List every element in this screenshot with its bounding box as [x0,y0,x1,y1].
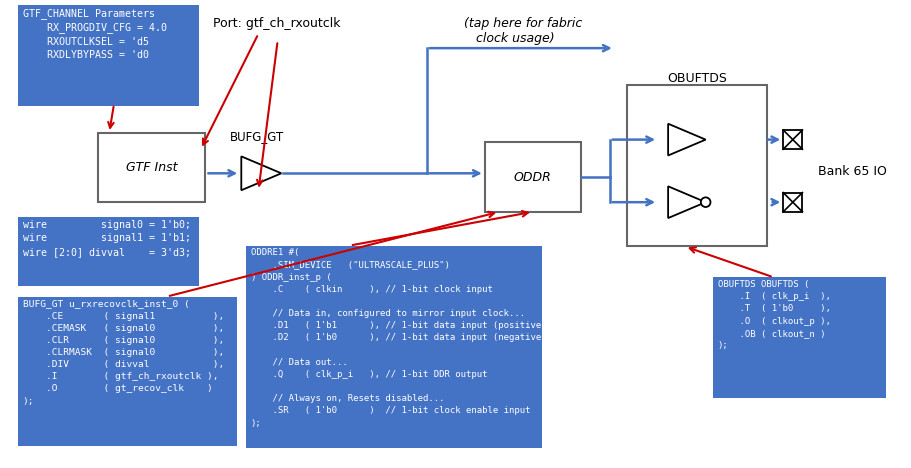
Bar [484,142,580,212]
Polygon shape [668,186,705,218]
Bar [17,217,199,286]
Bar [627,85,766,247]
Text: ODDR: ODDR [514,171,551,183]
Bar [246,246,542,448]
Polygon shape [241,156,281,190]
Bar [17,297,237,446]
Text: Port: gtf_ch_rxoutclk: Port: gtf_ch_rxoutclk [213,17,341,30]
Bar [17,5,199,106]
Bar [783,130,802,149]
Polygon shape [668,124,705,155]
Text: wire         signal0 = 1'b0;
wire         signal1 = 1'b1;
wire [2:0] divval    =: wire signal0 = 1'b0; wire signal1 = 1'b1… [23,219,190,257]
Text: Bank 65 IO: Bank 65 IO [817,165,885,178]
Text: OBUFTDS: OBUFTDS [666,72,726,85]
Text: ODDRE1 #(
    .SIM_DEVICE   ("ULTRASCALE_PLUS")
) ODDR_inst_p (
    .C    ( clki: ODDRE1 #( .SIM_DEVICE ("ULTRASCALE_PLUS"… [251,249,573,427]
Text: BUFG_GT: BUFG_GT [230,130,283,143]
Text: (tap here for fabric
   clock usage): (tap here for fabric clock usage) [463,17,581,45]
Bar [97,133,205,202]
Text: GTF_CHANNEL Parameters
    RX_PROGDIV_CFG = 4.0
    RXOUTCLKSEL = 'd5
    RXDLYB: GTF_CHANNEL Parameters RX_PROGDIV_CFG = … [23,7,167,60]
Text: GTF Inst: GTF Inst [126,161,177,174]
Text: BUFG_GT u_rxrecovclk_inst_0 (
    .CE       ( signal1          ),
    .CEMASK   : BUFG_GT u_rxrecovclk_inst_0 ( .CE ( sign… [23,300,223,406]
Text: OBUFTDS OBUFTDS (
    .I  ( clk_p_i  ),
    .T  ( 1'b0     ),
    .O  ( clkout_p: OBUFTDS OBUFTDS ( .I ( clk_p_i ), .T ( 1… [717,280,830,350]
Bar [712,278,885,398]
Circle shape [700,197,710,207]
Bar [783,192,802,212]
